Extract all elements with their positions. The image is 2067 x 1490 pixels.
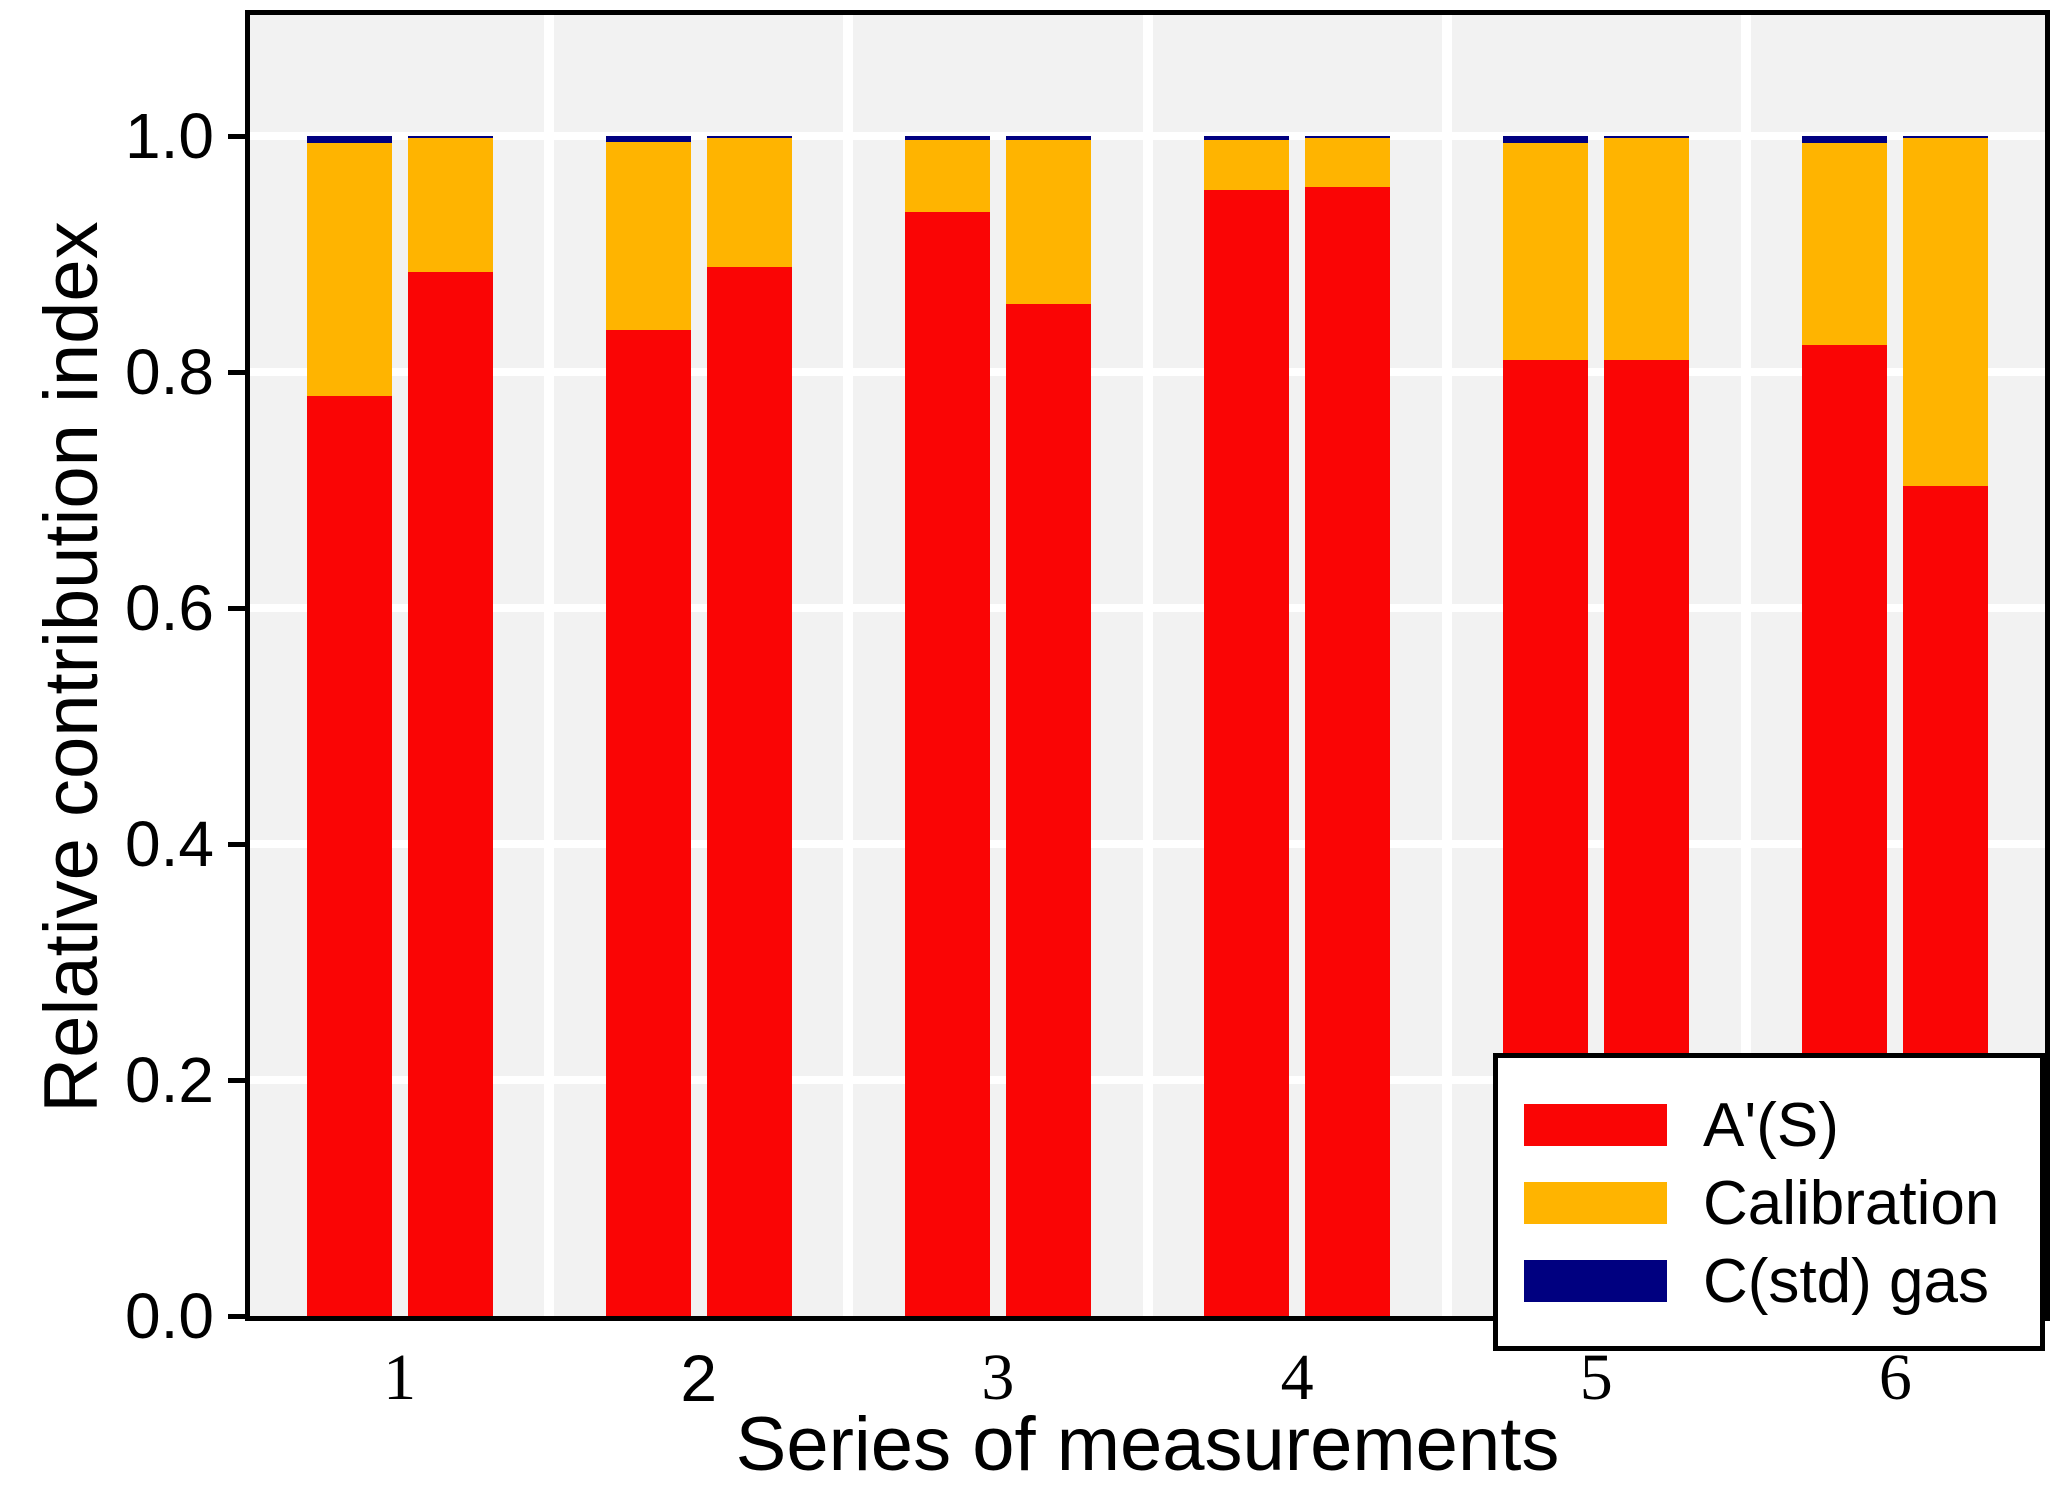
bar-segment-cstdgas — [306, 136, 392, 144]
x-tick-label: 4 — [1280, 1341, 1314, 1414]
bar-segment-calibration — [407, 138, 493, 272]
legend-label: C(std) gas — [1703, 1246, 1989, 1316]
bar-segment-cstdgas — [605, 136, 691, 142]
bar-segment-calibration — [1305, 138, 1391, 187]
x-tick-label: 5 — [1579, 1341, 1613, 1414]
y-tick-mark — [228, 605, 250, 611]
bar-segment-cstdgas — [1802, 136, 1888, 144]
x-tick-label: 1 — [383, 1341, 417, 1414]
v-gridline — [1142, 15, 1153, 1316]
bar-segment-cstdgas — [1604, 136, 1690, 139]
y-tick-mark — [228, 133, 250, 139]
bar-segment-cstdgas — [1204, 136, 1290, 140]
bar-segment-calibration — [904, 139, 990, 212]
legend-item: C(std) gas — [1498, 1242, 2040, 1320]
y-tick-label: 1.0 — [125, 100, 214, 172]
bar-segment-as — [904, 211, 990, 1316]
legend-label: Calibration — [1703, 1168, 2000, 1238]
bar-segment-cstdgas — [1503, 136, 1589, 144]
bar-segment-cstdgas — [1005, 136, 1091, 140]
legend-item: Calibration — [1498, 1164, 2040, 1242]
bar-segment-calibration — [1204, 139, 1290, 191]
bar-segment-cstdgas — [407, 136, 493, 139]
y-tick-mark — [228, 369, 250, 375]
bar-segment-as — [1305, 186, 1391, 1316]
bar-segment-calibration — [1802, 143, 1888, 345]
legend-swatch — [1524, 1104, 1667, 1146]
x-tick-label: 3 — [981, 1341, 1015, 1414]
y-tick-label: 0.8 — [125, 336, 214, 408]
y-axis-title: Relative contribution index — [29, 221, 114, 1113]
v-gridline — [843, 15, 854, 1316]
v-gridline — [1441, 15, 1452, 1316]
bar-segment-cstdgas — [1903, 136, 1989, 139]
bar-segment-cstdgas — [706, 136, 792, 139]
legend-label: A'(S) — [1703, 1090, 1839, 1160]
bar-segment-calibration — [706, 138, 792, 267]
bar-segment-calibration — [1503, 143, 1589, 361]
legend-swatch — [1524, 1182, 1667, 1224]
bar-segment-calibration — [1604, 138, 1690, 361]
legend-item: A'(S) — [1498, 1086, 2040, 1164]
y-tick-label: 0.2 — [125, 1044, 214, 1116]
bar-segment-as — [1204, 190, 1290, 1316]
bar-segment-calibration — [1903, 138, 1989, 487]
bar-segment-calibration — [605, 141, 691, 330]
y-tick-label: 0.0 — [125, 1280, 214, 1352]
bar-segment-as — [1005, 303, 1091, 1316]
v-gridline — [544, 15, 555, 1316]
bar-segment-as — [706, 266, 792, 1316]
bar-segment-as — [407, 271, 493, 1316]
bar-segment-cstdgas — [1305, 136, 1391, 139]
x-tick-label: 6 — [1878, 1341, 1912, 1414]
y-tick-mark — [228, 1313, 250, 1319]
y-tick-mark — [228, 1077, 250, 1083]
bar-segment-calibration — [306, 143, 392, 396]
y-tick-mark — [228, 841, 250, 847]
y-tick-label: 0.6 — [125, 572, 214, 644]
x-axis-title: Series of measurements — [735, 1402, 1560, 1487]
v-gridline — [1740, 15, 1751, 1316]
legend: A'(S) Calibration C(std) gas — [1493, 1053, 2045, 1351]
y-tick-label: 0.4 — [125, 808, 214, 880]
bar-segment-calibration — [1005, 139, 1091, 304]
bar-segment-cstdgas — [904, 136, 990, 140]
legend-swatch — [1524, 1260, 1667, 1302]
x-tick-label: 2 — [680, 1341, 718, 1415]
bar-segment-as — [605, 329, 691, 1316]
bar-segment-as — [306, 395, 392, 1316]
